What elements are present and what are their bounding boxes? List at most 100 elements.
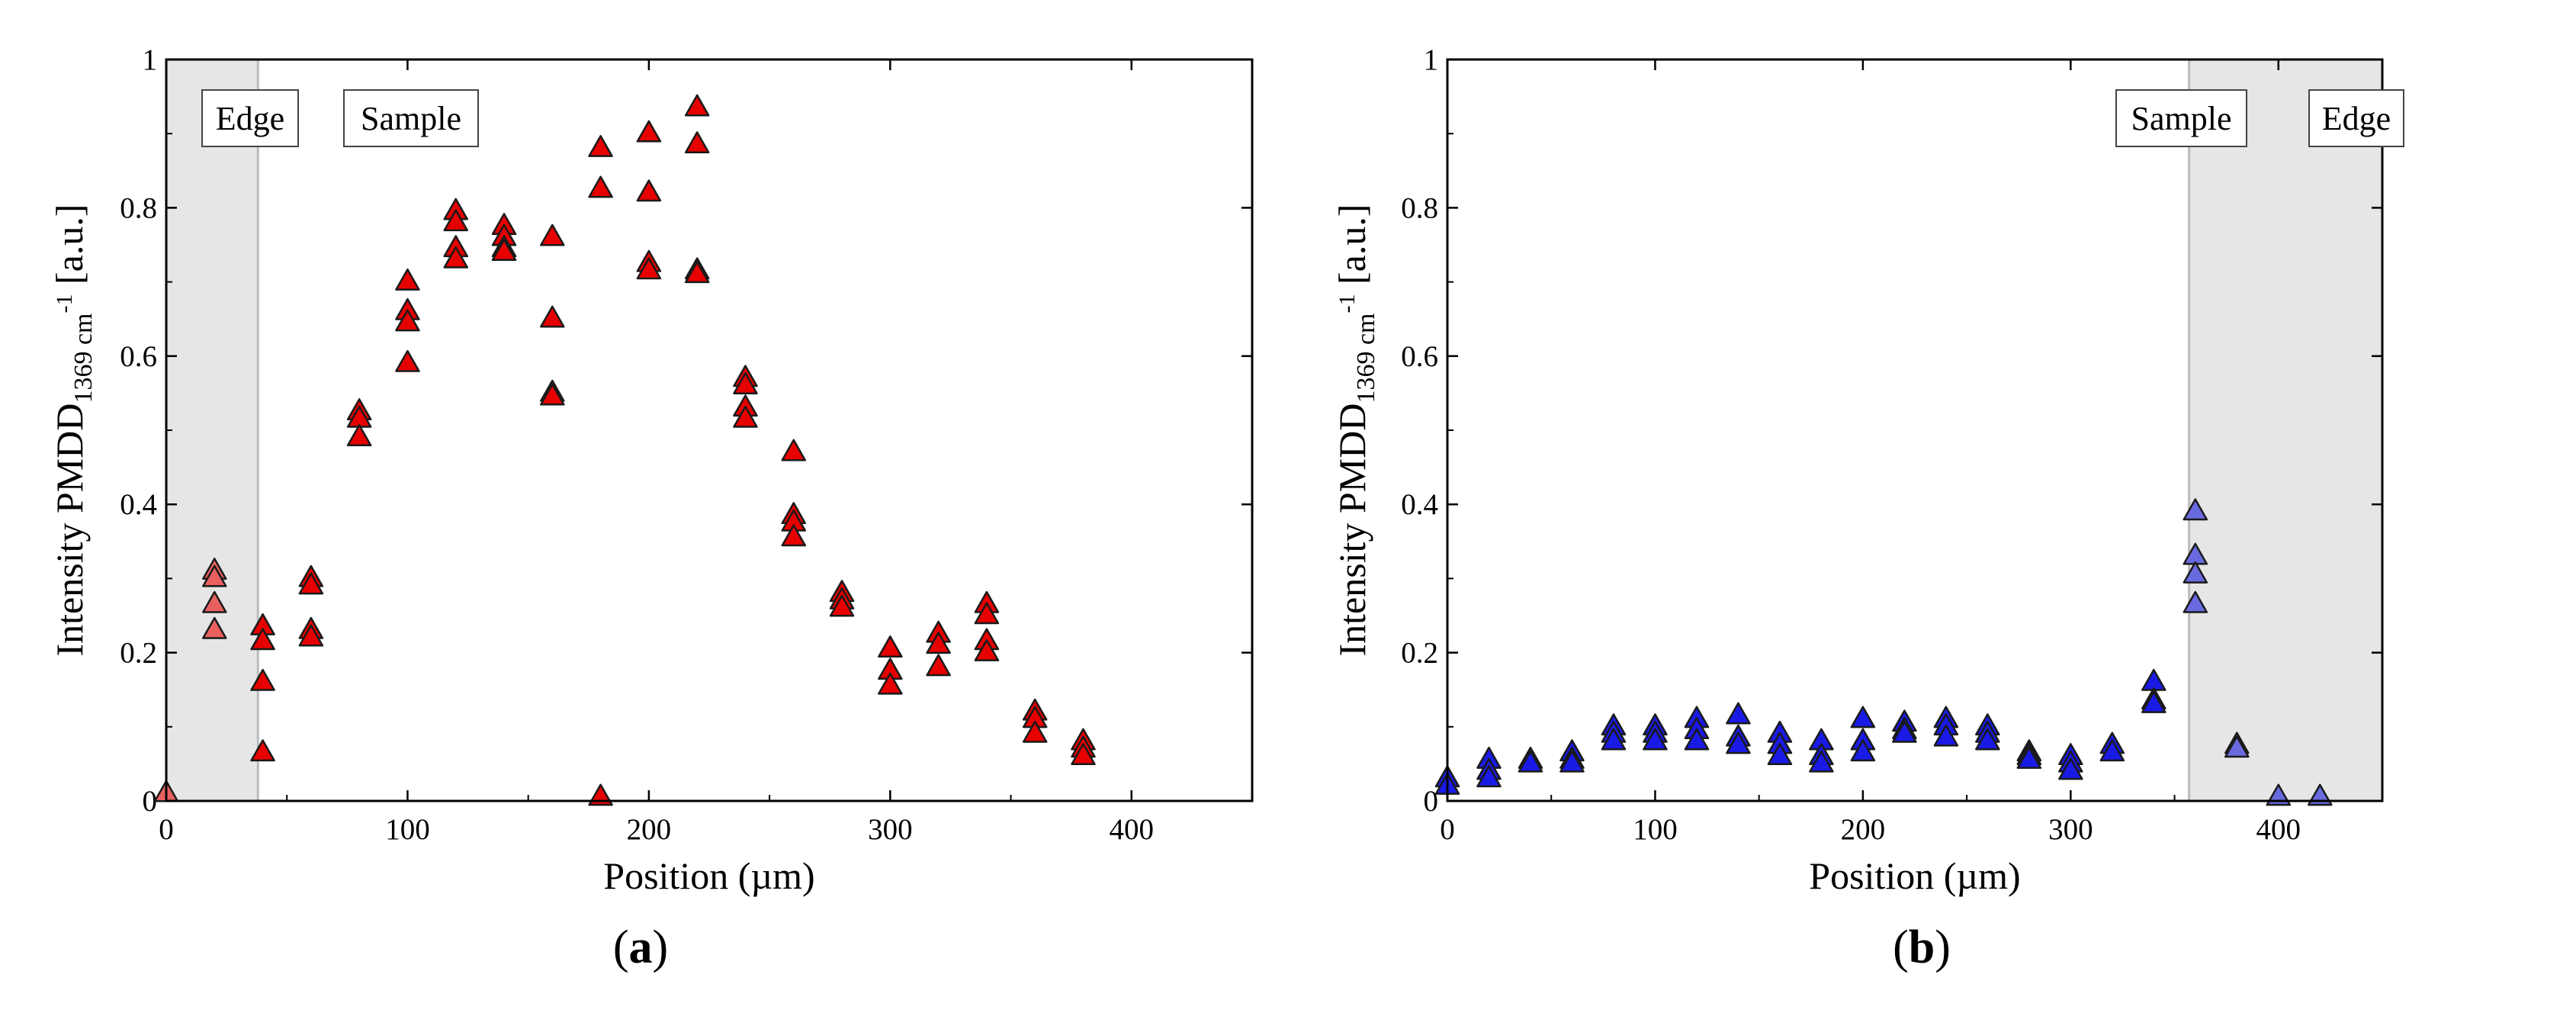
data-point (250, 668, 275, 691)
plot-frame (165, 58, 1254, 802)
y-tick-label: 0.2 (1401, 637, 1438, 670)
panel-label: (a) (613, 921, 668, 973)
sample-label-box (343, 89, 479, 147)
data-point (202, 564, 227, 587)
data-point (1643, 728, 1668, 751)
data-point (1850, 706, 1876, 728)
y-axis-label: Intensity PMDD1369 cm-1 [a.u.] (1331, 204, 1380, 656)
panel-letter: b (1909, 921, 1935, 973)
y-tick-label: 0.6 (1401, 340, 1438, 373)
edge-label: Edge (216, 100, 284, 137)
data-point (2099, 739, 2125, 762)
data-points (153, 94, 1096, 806)
data-point (2183, 498, 2208, 521)
data-point (250, 739, 275, 762)
data-point (1518, 750, 1543, 773)
data-point (1809, 750, 1834, 773)
y-axis-label: Intensity PMDD1369 cm-1 [a.u.] (48, 204, 98, 656)
x-tick-label: 400 (2256, 813, 2301, 846)
y-axis-label-unit: [a.u.] (1331, 204, 1373, 294)
data-point (2058, 757, 2083, 780)
y-tick-label: 0.8 (1401, 191, 1438, 224)
data-point (1767, 743, 1793, 765)
data-point (540, 383, 565, 406)
y-axis-label-sup: -1 (1335, 294, 1360, 313)
data-point (443, 246, 468, 269)
edge-label-box (2308, 89, 2404, 147)
data-point (684, 94, 710, 117)
x-tick-label: 100 (1633, 813, 1678, 846)
x-ticks: 0 100 200 300 400 (1440, 59, 2301, 846)
shaded-edge-region (2189, 59, 2382, 801)
data-point (1892, 720, 1917, 743)
x-ticks: 0 100 200 300 400 (159, 59, 1154, 846)
y-tick-label: 0.2 (120, 637, 157, 670)
y-tick-label: 1 (1424, 43, 1439, 76)
data-point (443, 209, 468, 232)
data-point (926, 654, 951, 677)
data-point (878, 635, 903, 658)
y-axis-label-main: Intensity PMDD (1331, 404, 1373, 657)
y-axis-label-sup: -1 (52, 294, 77, 313)
data-point (733, 405, 758, 428)
y-ticks: 0 0.2 0.4 0.6 0.8 1 (1401, 43, 2382, 818)
data-point (2224, 735, 2250, 758)
data-point (1476, 765, 1502, 788)
panel-letter: a (629, 921, 653, 973)
y-tick-label: 0.6 (120, 340, 157, 373)
x-axis-label: Position (µm) (1809, 854, 2020, 897)
data-point (878, 672, 903, 695)
data-points (1434, 498, 2333, 806)
data-point (540, 224, 565, 246)
data-point (829, 594, 855, 617)
sample-label: Sample (361, 100, 461, 137)
data-point (1933, 724, 1959, 747)
x-axis-label: Position (µm) (603, 854, 814, 897)
data-point (395, 349, 420, 372)
data-point (684, 131, 710, 154)
data-point (298, 572, 324, 595)
x-tick-label: 100 (385, 813, 430, 846)
y-tick-label: 1 (143, 43, 158, 76)
y-axis-label-unit: [a.u.] (48, 204, 91, 294)
y-tick-label: 0.4 (120, 488, 157, 521)
data-point (2183, 561, 2208, 584)
chart-panel-a: 0 100 200 300 400 0 0.2 0.4 0.6 0.8 1 Edge Sample… (48, 43, 1254, 973)
x-tick-label: 400 (1110, 813, 1155, 846)
y-ticks: 0 0.2 0.4 0.6 0.8 1 (120, 43, 1252, 818)
y-tick-label: 0 (143, 785, 158, 818)
y-tick-label: 0 (1424, 785, 1439, 818)
data-point (1071, 743, 1096, 765)
data-point (2016, 746, 2042, 769)
data-point (974, 602, 1000, 625)
y-axis-label-sub: 1369 cm (69, 313, 98, 403)
data-point (733, 372, 758, 394)
data-point (636, 120, 662, 143)
chart-panel-b: 0 100 200 300 400 0 0.2 0.4 0.6 0.8 1 Sample Edge… (1331, 43, 2404, 973)
data-point (298, 624, 324, 647)
data-point (2183, 590, 2208, 613)
data-point (202, 590, 227, 613)
data-point (202, 616, 227, 639)
y-axis-label-sub: 1369 cm (1352, 313, 1380, 403)
shaded-edge-region (166, 59, 259, 801)
y-tick-label: 0.4 (1401, 488, 1438, 521)
data-point (684, 261, 710, 284)
x-tick-label: 200 (627, 813, 672, 846)
data-point (540, 305, 565, 328)
plot-frame (1446, 58, 2384, 802)
edge-label-box (201, 89, 299, 147)
data-point (346, 424, 372, 447)
panel-label: (b) (1893, 921, 1951, 973)
x-tick-label: 0 (159, 813, 174, 846)
data-point (491, 239, 517, 262)
data-point (636, 257, 662, 280)
data-point (1684, 728, 1710, 751)
data-point (1601, 728, 1627, 751)
x-tick-label: 0 (1440, 813, 1455, 846)
data-point (588, 175, 613, 198)
edge-label: Edge (2322, 100, 2391, 137)
data-point (2141, 668, 2166, 691)
data-point (974, 638, 1000, 661)
